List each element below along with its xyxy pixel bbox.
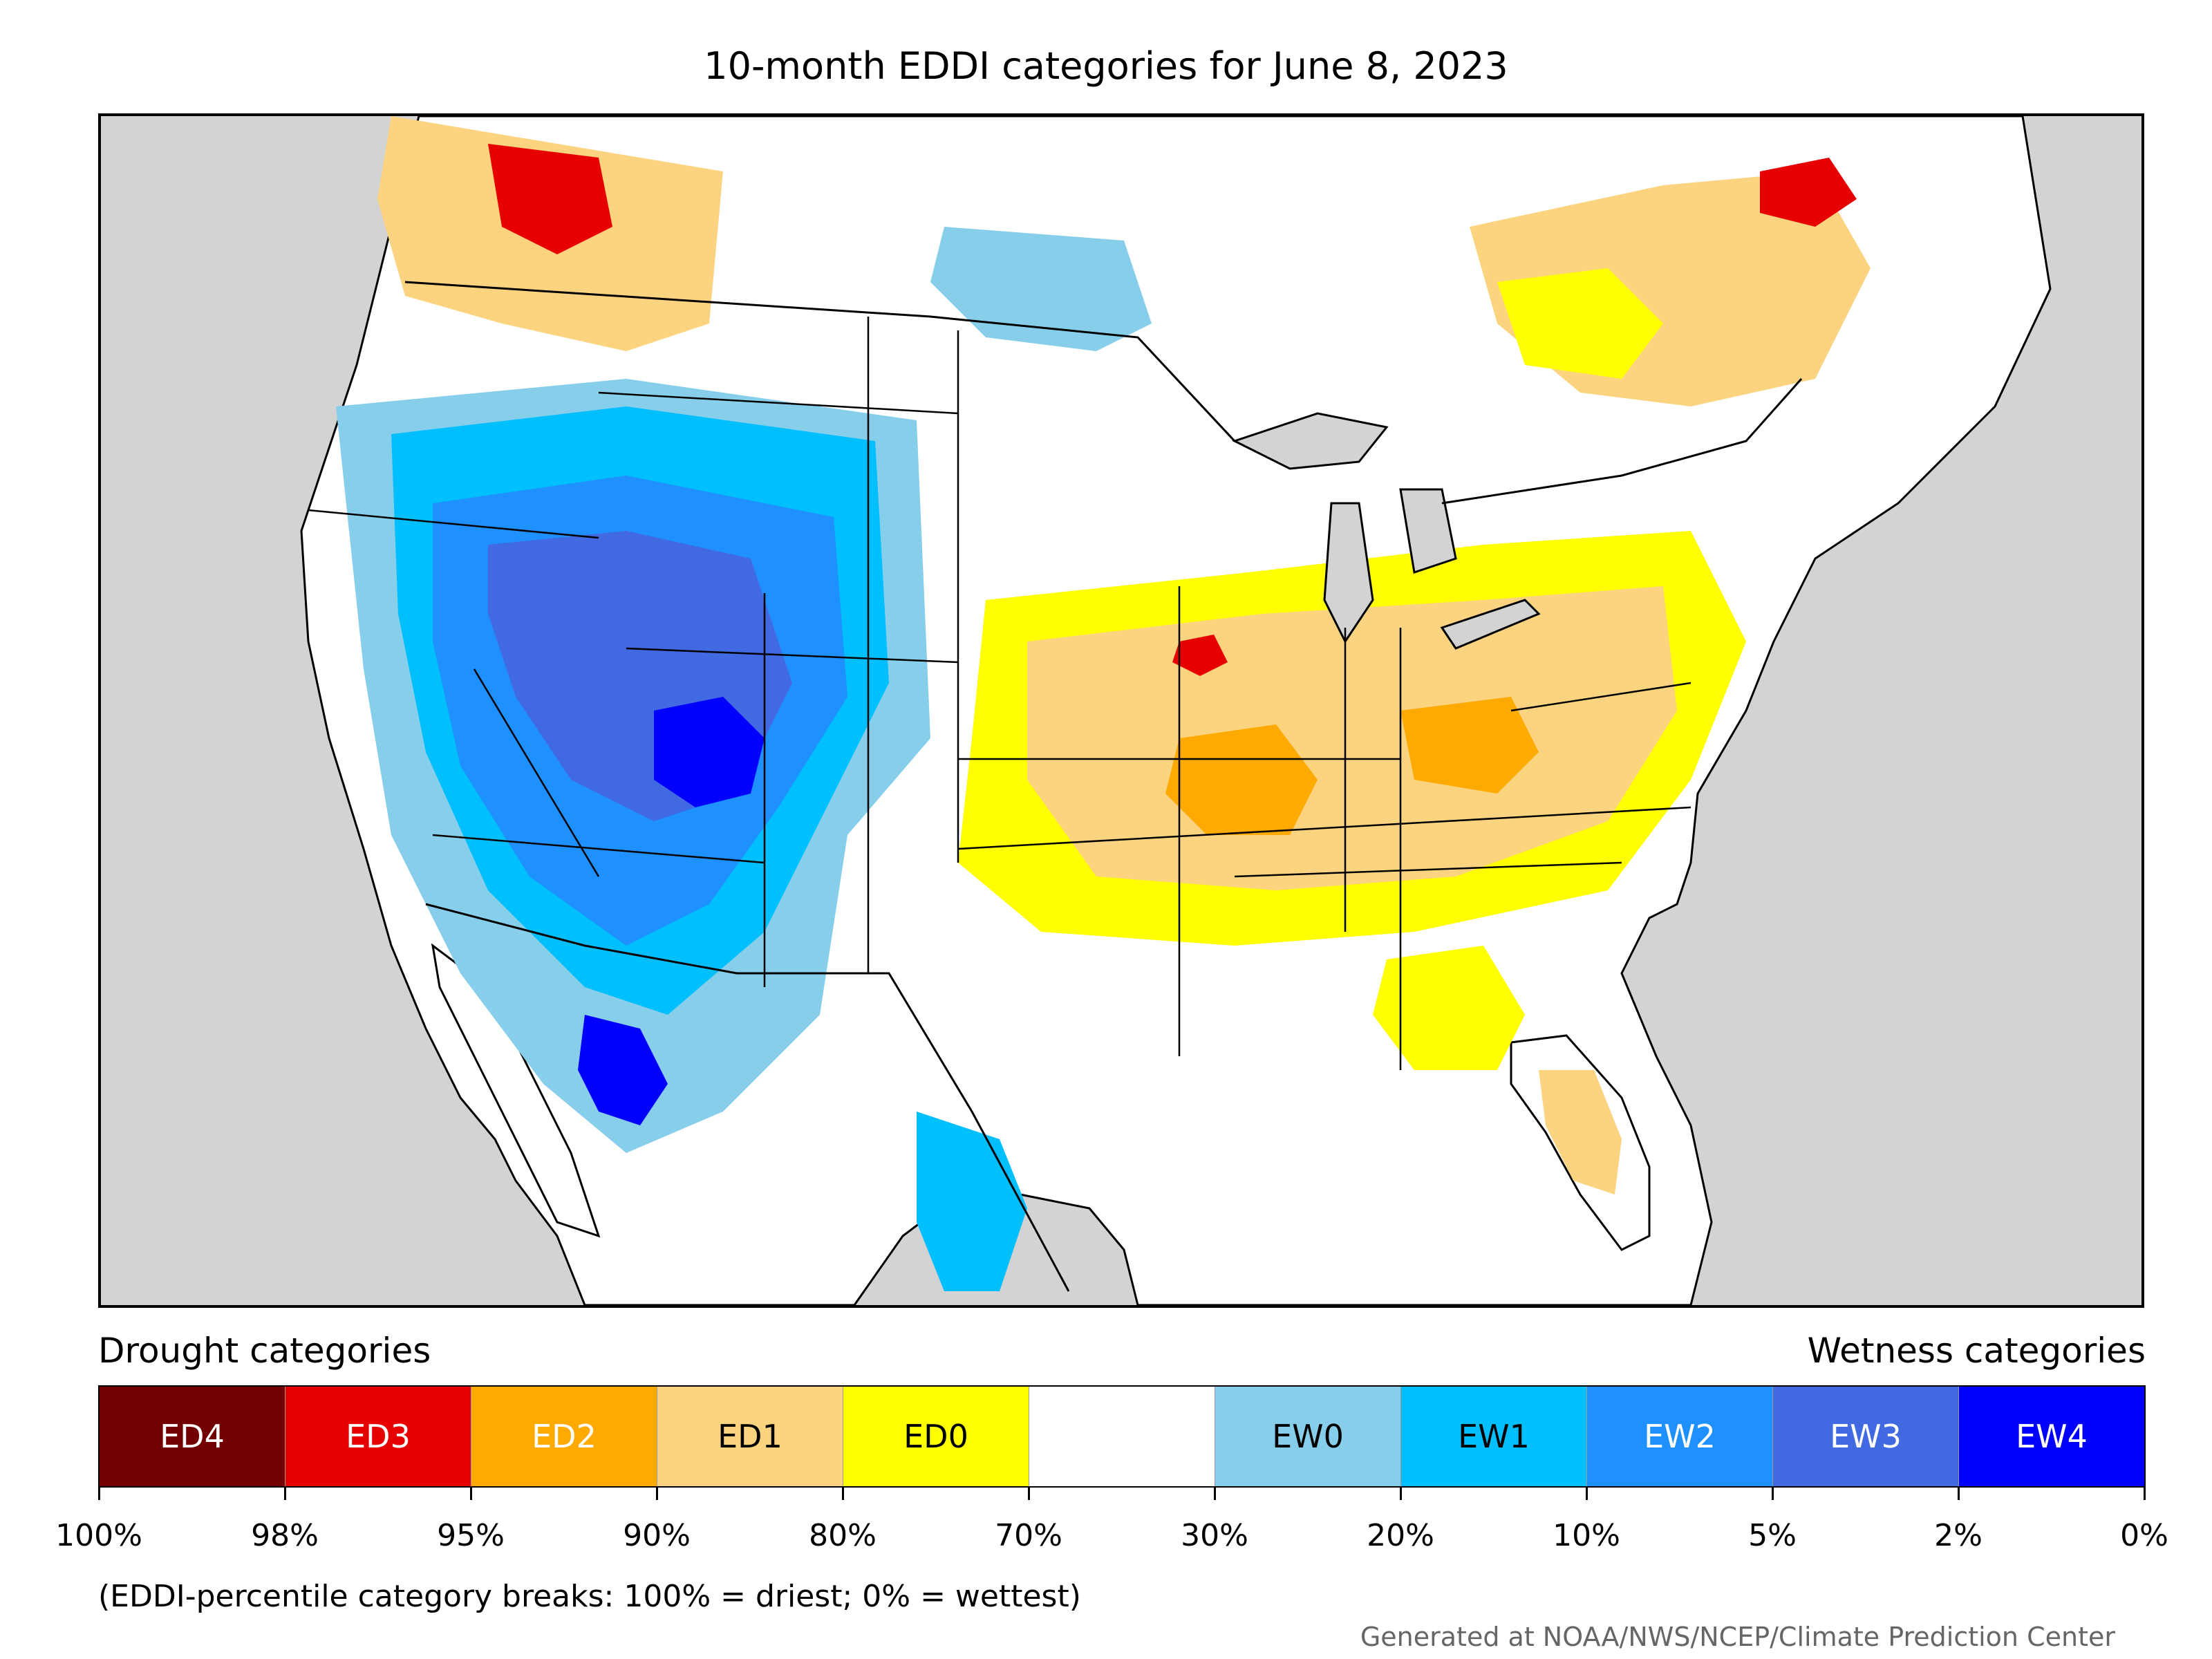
colorbar-tick: [1586, 1486, 1588, 1500]
colorbar-tick-label: 30%: [1181, 1518, 1248, 1553]
colorbar-tick-label: 20%: [1367, 1518, 1434, 1553]
colorbar-tick: [1958, 1486, 1960, 1500]
drought-categories-header: Drought categories: [98, 1331, 431, 1371]
colorbar-cell-ew2: EW2: [1587, 1387, 1773, 1486]
region-ew4-utah: [654, 697, 765, 807]
region-ed0-canada-east: [1497, 268, 1663, 379]
region-ew0-dakotas: [930, 227, 1152, 351]
colorbar-tick: [1772, 1486, 1774, 1500]
region-ew1-texas: [917, 1112, 1027, 1291]
region-ed1-florida: [1539, 1070, 1622, 1194]
lake-michigan: [1323, 502, 1374, 644]
eddi-map: [98, 113, 2144, 1308]
map-canvas: [101, 116, 2141, 1305]
colorbar-cell-ew3: EW3: [1773, 1387, 1959, 1486]
region-ed3-quebec: [1760, 158, 1857, 227]
colorbar-tick-label: 10%: [1553, 1518, 1620, 1553]
colorbar-cell-ed2: ED2: [471, 1387, 657, 1486]
colorbar-cell-ew4: EW4: [1959, 1387, 2144, 1486]
colorbar-tick: [98, 1486, 100, 1500]
colorbar-tick: [1214, 1486, 1216, 1500]
colorbar-tick-label: 70%: [995, 1518, 1062, 1553]
colorbar-cell-ew1: EW1: [1401, 1387, 1587, 1486]
colorbar-cell-ed0: ED0: [843, 1387, 1029, 1486]
category-colorbar: ED4 ED3 ED2 ED1 ED0 EW0 EW1 EW2 EW3 EW4: [98, 1385, 2146, 1488]
colorbar-tick-label: 90%: [623, 1518, 691, 1553]
colorbar-tick-label: 80%: [809, 1518, 877, 1553]
region-ed3-pacific-nw: [488, 144, 612, 254]
colorbar-tick-label: 2%: [1934, 1518, 1983, 1553]
colorbar-tick: [2144, 1486, 2146, 1500]
map-title: 10-month EDDI categories for June 8, 202…: [704, 44, 1508, 88]
colorbar-tick: [1028, 1486, 1030, 1500]
region-ed0-southeast: [1373, 946, 1525, 1070]
state-lines: [308, 317, 1691, 1070]
colorbar-cell-ed3: ED3: [285, 1387, 471, 1486]
colorbar-tick: [1400, 1486, 1402, 1500]
colorbar-tick-label: 95%: [437, 1518, 505, 1553]
colorbar-cell-ed1: ED1: [657, 1387, 843, 1486]
colorbar-tick-label: 100%: [55, 1518, 142, 1553]
colorbar-cell-normal: [1029, 1387, 1215, 1486]
colorbar-cell-ed4: ED4: [100, 1387, 285, 1486]
lake-huron: [1399, 488, 1457, 574]
colorbar-tick-label: 5%: [1748, 1518, 1797, 1553]
lake-superior: [1232, 412, 1389, 470]
colorbar-cell-ew0: EW0: [1215, 1387, 1401, 1486]
region-ew4-arizona: [578, 1015, 668, 1125]
colorbar-tick: [470, 1486, 472, 1500]
region-ed2-central: [1165, 724, 1318, 835]
us-mexico-border: [425, 903, 1070, 1292]
region-ed2-ohio: [1400, 697, 1539, 794]
us-canada-border: [404, 281, 1803, 505]
colorbar-tick-label: 0%: [2120, 1518, 2168, 1553]
region-ed3-iowa: [1172, 635, 1228, 676]
wetness-categories-header: Wetness categories: [1807, 1331, 2146, 1371]
colorbar-tick: [656, 1486, 658, 1500]
category-breaks-footnote: (EDDI-percentile category breaks: 100% =…: [98, 1579, 1081, 1614]
credit-line: Generated at NOAA/NWS/NCEP/Climate Predi…: [1360, 1622, 2115, 1652]
lake-erie: [1440, 599, 1541, 650]
colorbar-tick: [842, 1486, 844, 1500]
colorbar-tick: [284, 1486, 286, 1500]
colorbar-tick-label: 98%: [251, 1518, 319, 1553]
